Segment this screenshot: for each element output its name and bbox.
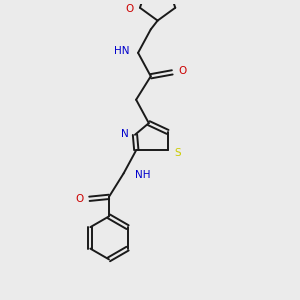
Text: O: O [178,66,186,76]
Text: NH: NH [135,170,151,180]
Text: N: N [121,129,129,139]
Text: HN: HN [114,46,129,56]
Text: S: S [174,148,181,158]
Text: O: O [125,4,133,14]
Text: O: O [76,194,84,204]
